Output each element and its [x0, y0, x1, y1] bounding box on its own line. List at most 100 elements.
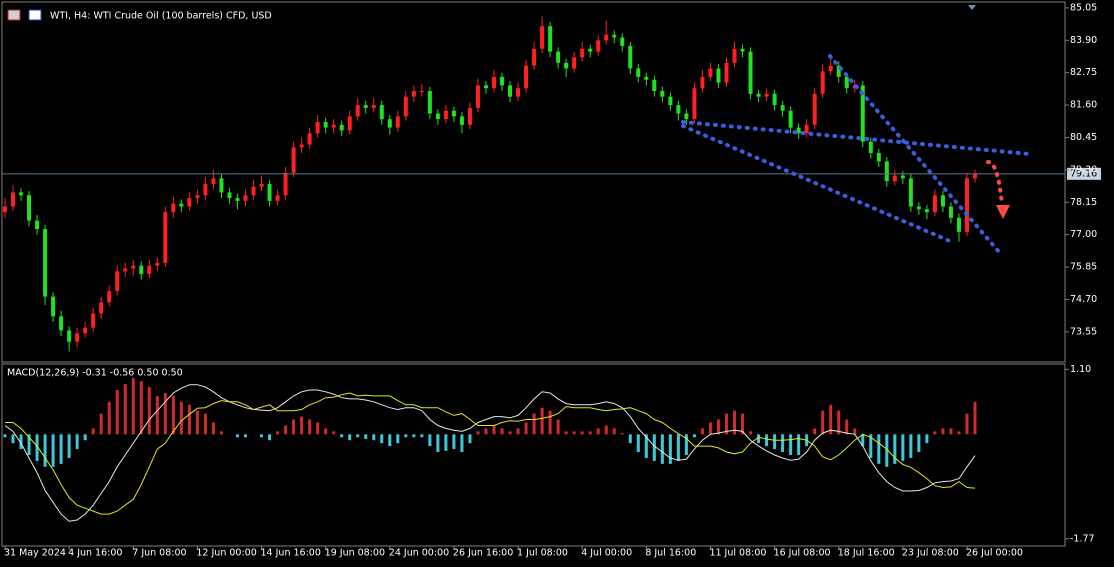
histogram-bar: [596, 428, 600, 435]
histogram-bar: [797, 434, 801, 455]
histogram-bar: [27, 434, 31, 455]
candle-body: [67, 330, 72, 342]
candle-body: [467, 107, 472, 125]
histogram-bar: [572, 431, 576, 435]
histogram-bar: [741, 413, 745, 435]
candle-body: [379, 105, 384, 120]
candle-body: [315, 122, 320, 134]
histogram-bar: [877, 434, 881, 464]
y-tick-label: 74.70: [1070, 294, 1097, 305]
candle-body: [716, 68, 721, 83]
candle-body: [780, 105, 785, 111]
histogram-bar: [749, 431, 753, 435]
y-tick-label: 80.45: [1070, 132, 1097, 143]
candle-body: [892, 175, 897, 182]
histogram-bar: [332, 431, 336, 435]
candle-body: [115, 271, 120, 292]
histogram-bar: [316, 422, 320, 435]
histogram-bar: [404, 434, 408, 438]
histogram-bar: [203, 413, 207, 435]
candle-body: [820, 71, 825, 94]
histogram-bar: [372, 434, 376, 441]
x-tick-label: 26 Jul 00:00: [966, 548, 1023, 559]
histogram-bar: [893, 434, 897, 464]
histogram-bar: [195, 410, 199, 435]
histogram-bar: [724, 413, 728, 435]
histogram-bar: [532, 413, 536, 435]
histogram-bar: [163, 392, 167, 435]
histogram-bar: [580, 431, 584, 435]
histogram-bar: [91, 428, 95, 435]
histogram-bar: [155, 395, 159, 435]
candle-body: [692, 88, 697, 120]
candle-body: [163, 212, 168, 263]
histogram-bar: [300, 416, 304, 435]
histogram-bar: [676, 434, 680, 461]
candle-body: [347, 116, 352, 131]
candle-body: [500, 76, 505, 86]
candle-body: [123, 268, 128, 272]
trendline: [828, 54, 1002, 255]
candle-body: [323, 122, 328, 128]
candle-body: [772, 93, 777, 106]
candle-body: [155, 262, 160, 266]
trendline: [681, 124, 954, 244]
macd-panel: [1, 363, 1066, 547]
histogram-bar: [260, 434, 264, 438]
histogram-bar: [484, 428, 488, 435]
candle-body: [403, 96, 408, 117]
last-price-box: [1067, 167, 1101, 180]
histogram-bar: [684, 434, 688, 455]
candle-body: [636, 68, 641, 77]
histogram-bar: [3, 434, 7, 438]
y-tick-label: 75.85: [1070, 262, 1097, 273]
histogram-bar: [460, 434, 464, 453]
histogram-bar: [548, 410, 552, 435]
candle-body: [900, 175, 905, 179]
candle-body: [724, 62, 729, 83]
histogram-bar: [99, 413, 103, 435]
histogram-bar: [276, 431, 280, 435]
candle-body: [620, 37, 625, 46]
candle-body: [732, 48, 737, 63]
histogram-bar: [219, 431, 223, 435]
histogram-bar: [364, 434, 368, 440]
y-tick-label: 1.10: [1070, 364, 1091, 375]
histogram-bar: [845, 419, 849, 435]
histogram-bar: [67, 434, 71, 458]
candle-body: [443, 110, 448, 120]
candle-body: [299, 144, 304, 148]
candle-body: [195, 195, 200, 199]
histogram-bar: [933, 431, 937, 435]
candle-body: [556, 51, 561, 63]
candle-body: [243, 195, 248, 201]
candle-body: [812, 93, 817, 125]
candle-body: [860, 85, 865, 142]
histogram-bar: [604, 425, 608, 435]
candle-body: [211, 178, 216, 184]
histogram-bar: [396, 434, 400, 444]
histogram-bar: [324, 428, 328, 435]
histogram-bar: [11, 434, 15, 444]
candle-body: [876, 152, 881, 162]
histogram-bar: [821, 410, 825, 435]
histogram-bar: [59, 434, 63, 464]
candle-body: [940, 195, 945, 207]
shift-marker: [968, 5, 976, 10]
x-tick-label: 4 Jul 00:00: [581, 548, 632, 559]
histogram-bar: [564, 431, 568, 435]
histogram-bar: [973, 401, 977, 435]
candle-body: [572, 57, 577, 69]
histogram-bar: [965, 413, 969, 435]
candle-body: [628, 45, 633, 69]
x-tick-label: 7 Jun 08:00: [132, 548, 186, 559]
histogram-bar: [765, 434, 769, 447]
candle-body: [844, 76, 849, 89]
macd-line: [5, 392, 976, 515]
histogram-bar: [757, 434, 761, 444]
histogram-bar: [19, 434, 23, 450]
y-tick-label: 81.60: [1070, 100, 1097, 111]
chart-title: WTI, H4: WTI Crude Oil (100 barrels) CFD…: [50, 11, 272, 22]
histogram-bar: [476, 431, 480, 435]
